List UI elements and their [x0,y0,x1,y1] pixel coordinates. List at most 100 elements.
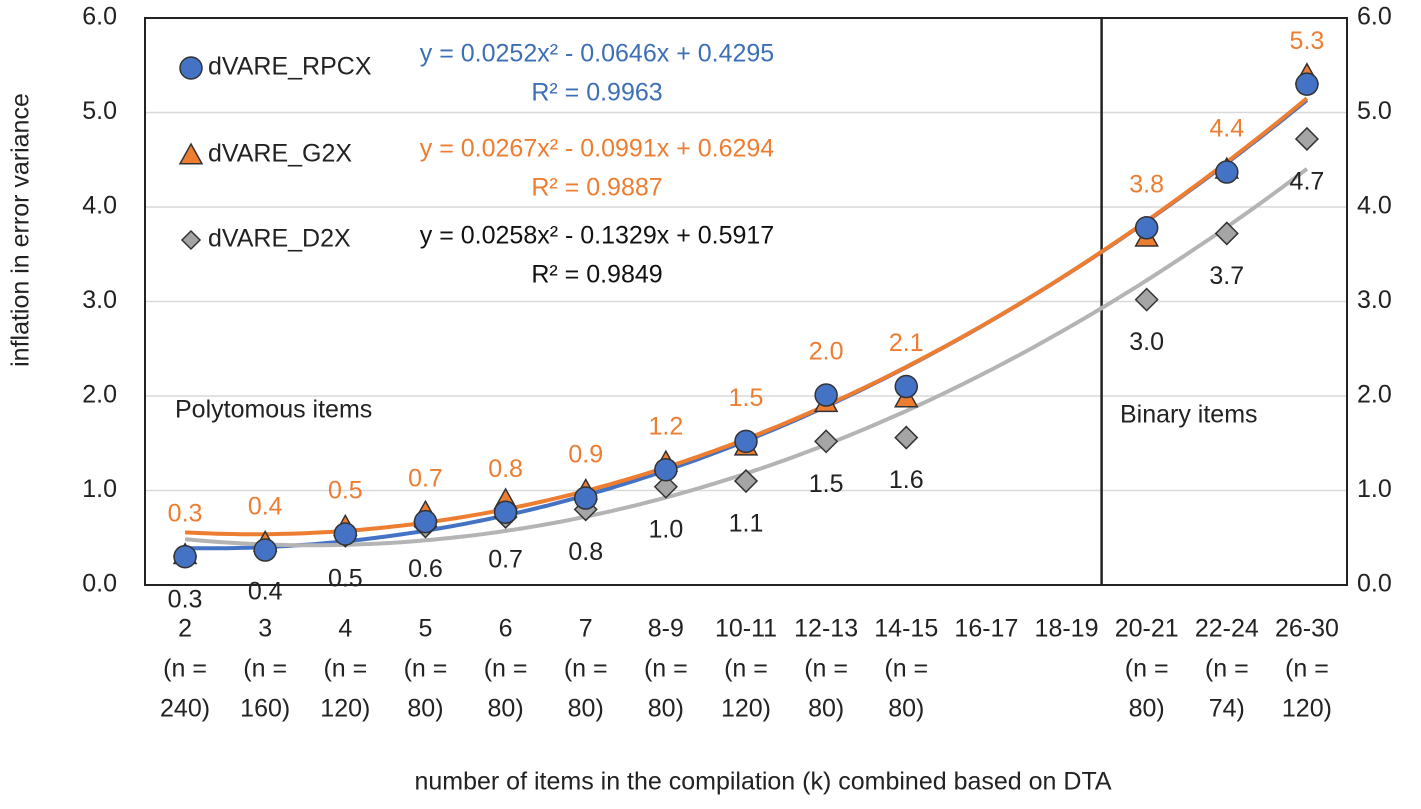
data-label: 5.3 [1290,27,1325,55]
data-label: 0.6 [408,555,443,583]
x-tick-label: 120) [320,695,370,723]
x-tick-label: (n = [724,655,768,683]
y-tick-label: 2.0 [82,381,117,409]
data-label: 0.8 [488,455,523,483]
legend-label: dVARE_RPCX [208,53,372,81]
data-label: 1.5 [729,384,764,412]
trendline [185,96,1309,537]
marker [1214,221,1239,246]
trend-equation: y = 0.0258x² - 0.1329x + 0.5917 [420,222,774,250]
marker [1134,216,1159,240]
trend-r-squared: R² = 0.9963 [531,79,662,107]
x-tick-label: 12-13 [794,615,858,643]
data-label: 2.1 [889,329,924,357]
marker [173,544,197,569]
data-label: 0.3 [168,585,203,613]
x-tick-label: 14-15 [874,615,938,643]
data-label: 2.0 [809,338,844,366]
x-tick-label: (n = [243,655,287,683]
data-label: 4.4 [1209,115,1244,143]
marker [814,383,838,407]
x-tick-label: 16-17 [954,615,1018,643]
x-tick-label: (n = [323,655,367,683]
data-label: 1.2 [648,412,683,440]
marker [734,429,758,454]
x-tick-label: 160) [240,695,290,723]
marker [814,429,839,454]
x-tick-label: 80) [407,695,443,723]
data-label: 0.5 [328,477,363,505]
y2-tick-label: 1.0 [1357,475,1392,503]
annotation: Binary items [1120,401,1258,429]
y-tick-label: 4.0 [82,192,117,220]
x-tick-label: 80) [488,695,524,723]
data-label: 1.6 [889,466,924,494]
data-label: 0.3 [168,499,203,527]
marker [1134,287,1159,312]
marker [894,374,919,399]
marker [654,457,678,482]
data-label: 0.4 [248,578,283,606]
x-tick-label: (n = [484,655,528,683]
x-tick-label: 3 [258,615,272,643]
y2-tick-label: 2.0 [1357,381,1392,409]
marker [413,509,438,534]
data-label: 1.1 [729,510,764,538]
data-label: 3.7 [1209,262,1244,290]
x-tick-label: 22-24 [1195,615,1259,643]
annotation: Polytomous items [175,396,372,424]
x-tick-label: 5 [419,615,433,643]
data-label: 1.5 [809,470,844,498]
marker [1295,72,1319,96]
data-label: 3.0 [1129,328,1164,356]
x-tick-label: (n = [163,655,207,683]
x-tick-label: (n = [564,655,608,683]
x-tick-label: (n = [1125,655,1169,683]
x-tick-label: 80) [648,695,684,723]
trend-equation: y = 0.0252x² - 0.0646x + 0.4295 [420,40,774,68]
x-tick-label: 80) [888,695,924,723]
marker [894,425,919,450]
x-tick-label: 120) [1282,695,1332,723]
marker [493,500,518,524]
trend-equation: y = 0.0267x² - 0.0991x + 0.6294 [420,135,775,163]
y-tick-label: 3.0 [82,286,117,314]
trend-r-squared: R² = 0.9887 [531,174,662,202]
marker [333,522,358,546]
marker [180,229,202,251]
data-label: 0.7 [408,464,443,492]
x-tick-label: (n = [1285,655,1329,683]
data-label: 3.8 [1129,170,1164,198]
x-tick-label: 120) [721,695,771,723]
y2-tick-label: 5.0 [1357,97,1392,125]
x-tick-label: (n = [884,655,928,683]
y2-tick-label: 6.0 [1357,3,1392,31]
trend-r-squared: R² = 0.9849 [531,261,662,289]
x-tick-label: 80) [1129,695,1165,723]
y2-tick-label: 4.0 [1357,192,1392,220]
y2-tick-label: 0.0 [1357,570,1392,598]
marker [573,486,598,510]
x-tick-label: 240) [160,695,210,723]
marker [1215,160,1239,184]
marker [1294,126,1319,152]
marker [733,468,759,494]
y-axis-label: inflation in error variance [7,93,35,367]
x-tick-label: (n = [1205,655,1249,683]
x-axis-label: number of items in the compilation (k) c… [414,768,1111,796]
y-tick-label: 6.0 [82,3,117,31]
marker [179,56,203,80]
x-tick-label: (n = [404,655,448,683]
data-label: 0.4 [248,493,283,521]
x-tick-label: 74) [1209,695,1245,723]
x-tick-label: 6 [499,615,513,643]
legend-label: dVARE_D2X [208,225,351,253]
data-label: 0.8 [568,538,603,566]
x-tick-label: (n = [644,655,688,683]
x-tick-label: 18-19 [1035,615,1099,643]
x-tick-label: 80) [568,695,604,723]
plot-frame [144,17,1348,586]
data-label: 0.7 [488,546,523,574]
x-tick-label: 10-11 [715,615,777,643]
